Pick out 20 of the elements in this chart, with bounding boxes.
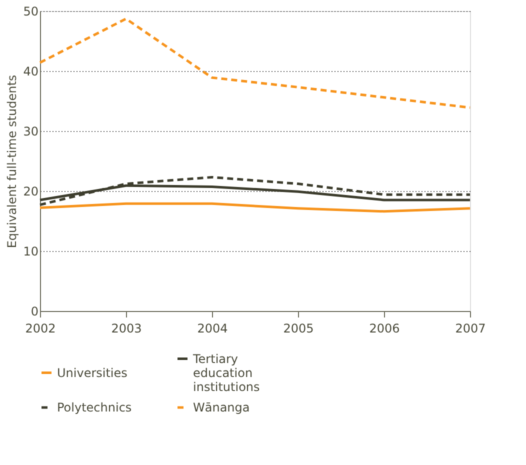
x-tick-label: 2007: [455, 322, 486, 336]
legend-label: Universities: [57, 366, 128, 380]
line-series: [38, 18, 472, 109]
y-tick-label: 30: [23, 124, 38, 138]
y-tick-label: 50: [23, 4, 38, 18]
y-tick-label: 40: [23, 64, 38, 78]
x-tick-label: 2006: [369, 322, 400, 336]
legend-label: Wānanga: [193, 400, 250, 414]
x-tick-label: 2004: [197, 322, 228, 336]
legend-label: Polytechnics: [57, 400, 132, 414]
y-tick-label: 0: [30, 304, 38, 318]
x-tick-label: 2002: [25, 322, 56, 336]
x-tick-label: 2003: [111, 322, 142, 336]
legend-label: Tertiary education institutions: [192, 352, 260, 394]
line-series: [38, 176, 472, 206]
line-series: [38, 202, 472, 213]
y-tick-label: 10: [23, 244, 38, 258]
y-tick-label: 20: [23, 184, 38, 198]
x-tick-label: 2005: [283, 322, 314, 336]
y-axis-title: Equivalent full-time students: [5, 74, 20, 248]
